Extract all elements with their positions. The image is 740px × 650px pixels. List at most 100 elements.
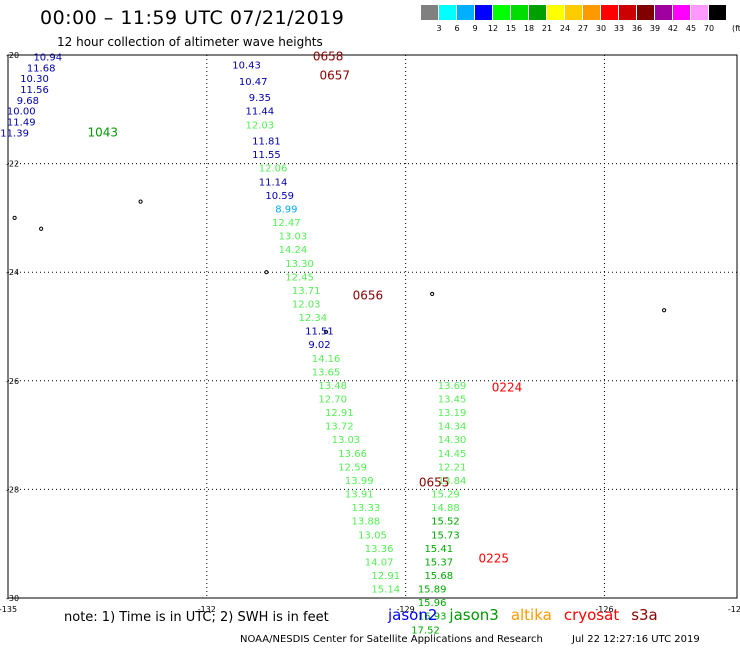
color-scale-label: 39 (649, 24, 661, 33)
swh-label: 15.68 (424, 571, 453, 582)
pass-time-label: 0224 (492, 381, 523, 395)
color-scale-label: 6 (454, 24, 460, 33)
island-marker (324, 329, 329, 335)
y-tick-label: -24 (6, 268, 19, 277)
x-tick-label: -124 (728, 605, 740, 614)
color-swatch (565, 5, 582, 20)
swh-label: 12.45 (285, 272, 314, 283)
pass-time-label: 0655 (419, 476, 450, 490)
swh-label: 13.19 (438, 408, 467, 419)
legend-s3a: s3a (631, 606, 658, 624)
swh-label: 15.89 (418, 585, 447, 596)
chart-subtitle: 12 hour collection of altimeter wave hei… (57, 35, 323, 49)
swh-label: 14.88 (431, 503, 460, 514)
swh-label: 11.51 (305, 327, 334, 338)
swh-label: 12.21 (438, 462, 467, 473)
color-scale-label: 33 (613, 24, 625, 33)
swh-label: 10.47 (239, 77, 268, 88)
color-swatch (493, 5, 510, 20)
swh-label: 10.30 (20, 74, 49, 85)
swh-label: 13.30 (285, 259, 314, 270)
x-tick-label: -129 (397, 605, 415, 614)
x-tick-label: -132 (198, 605, 216, 614)
swh-label: 13.65 (312, 367, 341, 378)
color-swatch (529, 5, 546, 20)
pass-time-label: 0656 (353, 288, 384, 302)
swh-label: 11.44 (246, 107, 275, 118)
color-scale-unit: (ft) (732, 24, 740, 33)
satellite-legend: jason2 jason3 altika cryosat s3a (388, 606, 670, 624)
swh-label: 10.00 (7, 107, 36, 118)
color-swatch (601, 5, 618, 20)
credit-line: NOAA/NESDIS Center for Satellite Applica… (240, 634, 543, 645)
legend-cryosat: cryosat (563, 606, 620, 624)
color-swatch (673, 5, 690, 20)
pass-time-label: 0225 (479, 552, 510, 566)
y-tick-label: -22 (6, 160, 19, 169)
legend-altika: altika (510, 606, 552, 624)
swh-label: 13.69 (438, 381, 467, 392)
swh-label: 14.07 (365, 557, 394, 568)
color-swatch (457, 5, 474, 20)
y-tick-label: -28 (6, 485, 19, 494)
color-swatch (619, 5, 636, 20)
swh-label: 13.36 (365, 544, 394, 555)
swh-label: 13.71 (292, 286, 321, 297)
swh-label: 13.88 (352, 517, 381, 528)
swh-label: 12.91 (325, 408, 354, 419)
pass-time-label: 0657 (319, 68, 350, 82)
swh-label: 12.03 (292, 299, 321, 310)
color-swatch (637, 5, 654, 20)
swh-label: 14.24 (279, 245, 308, 256)
color-scale-label: 36 (631, 24, 643, 33)
color-swatch (547, 5, 564, 20)
color-scale-label: 24 (559, 24, 571, 33)
color-scale-label: 3 (436, 24, 442, 33)
swh-label: 14.16 (312, 354, 341, 365)
swh-label: 10.59 (265, 191, 294, 202)
swh-label: 11.14 (259, 177, 288, 188)
swh-label: 13.33 (352, 503, 381, 514)
swh-label: 11.55 (252, 150, 281, 161)
swh-label: 13.05 (358, 530, 387, 541)
x-tick-label: -135 (0, 605, 17, 614)
swh-label: 14.34 (438, 422, 467, 433)
island-marker (662, 308, 667, 313)
x-tick-label: -126 (595, 605, 613, 614)
legend-jason3: jason3 (449, 606, 499, 624)
island-marker (138, 199, 143, 204)
color-swatch (709, 5, 726, 20)
swh-label: 15.96 (418, 598, 447, 609)
swh-label: 15.52 (431, 517, 460, 528)
swh-label: 9.35 (249, 93, 271, 104)
color-swatch (421, 5, 438, 20)
color-scale-label: 18 (523, 24, 535, 33)
swh-label: 12.59 (338, 462, 367, 473)
island-marker (430, 291, 435, 297)
swh-label: 12.70 (318, 395, 347, 406)
island-marker (39, 226, 44, 231)
y-tick-label: -20 (6, 51, 19, 60)
pass-time-label: 0658 (313, 49, 344, 63)
swh-label: 13.03 (279, 232, 308, 243)
swh-label: 12.03 (246, 120, 275, 131)
generated-timestamp: Jul 22 12:27:16 UTC 2019 (572, 634, 700, 645)
swh-label: 12.34 (299, 313, 328, 324)
color-scale-label: 45 (685, 24, 697, 33)
swh-label: 15.37 (424, 557, 453, 568)
swh-label: 17.52 (411, 625, 440, 636)
color-swatch (583, 5, 600, 20)
swh-label: 13.84 (438, 476, 467, 487)
color-swatch (691, 5, 708, 20)
footnote: note: 1) Time is in UTC; 2) SWH is in fe… (64, 610, 329, 625)
swh-label: 15.41 (424, 544, 453, 555)
swh-label: 12.06 (259, 164, 288, 175)
swh-label: 9.68 (17, 96, 39, 107)
swh-label: 11.81 (252, 137, 281, 148)
color-scale-label: 21 (541, 24, 553, 33)
color-scale-label: 70 (703, 24, 715, 33)
color-scale-label: 15 (505, 24, 517, 33)
pass-time-label: 1043 (88, 125, 119, 139)
color-scale-label: 30 (595, 24, 607, 33)
